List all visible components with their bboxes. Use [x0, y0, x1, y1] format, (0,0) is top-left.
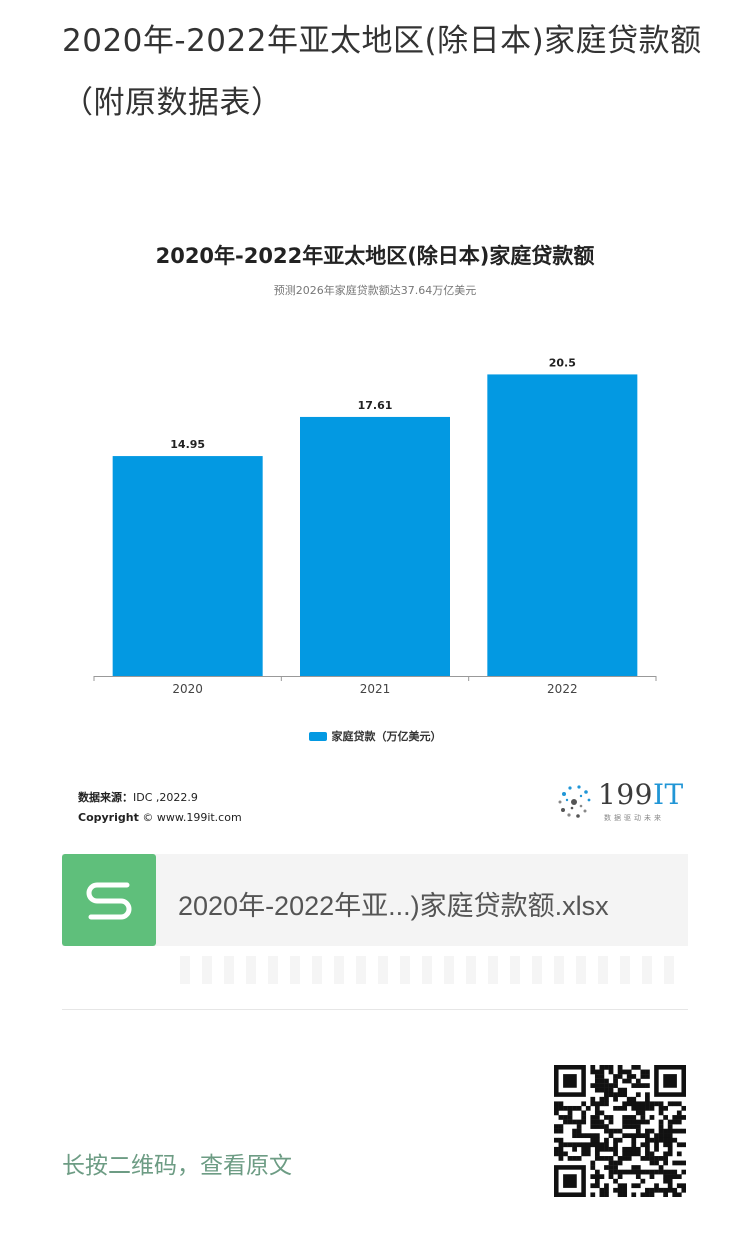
logo-slogan: 数据驱动未来 — [604, 814, 664, 822]
x-tick-label: 2020 — [172, 682, 203, 696]
logo-text-number: 199 — [598, 778, 653, 811]
chart-subtitle: 预测2026年家庭贷款额达37.64万亿美元 — [273, 284, 477, 297]
copyright-value: © www.199it.com — [142, 811, 242, 824]
copyright-label: Copyright — [78, 811, 139, 824]
attachment-card[interactable]: 2020年-2022年亚...)家庭贷款额.xlsx — [62, 854, 688, 946]
bar-value-label: 14.95 — [170, 438, 205, 451]
source-value: IDC ,2022.9 — [133, 791, 198, 804]
chart-title: 2020年-2022年亚太地区(除日本)家庭贷款额 — [155, 244, 595, 268]
bar-value-label: 20.5 — [549, 356, 576, 369]
bar-2021 — [300, 416, 450, 676]
x-tick-label: 2022 — [547, 682, 578, 696]
source-label: 数据来源： — [78, 791, 133, 804]
qr-instruction: 长按二维码，查看原文 — [62, 1153, 292, 1179]
source-block: 数据来源：IDC ,2022.9 Copyright © www.199it.c… — [78, 788, 242, 828]
divider — [62, 1009, 688, 1010]
brand-logo: 199IT 数据驱动未来 — [552, 778, 684, 826]
x-tick-label: 2021 — [360, 682, 391, 696]
attachment-shadow — [180, 956, 680, 984]
logo-text-it: IT — [652, 778, 684, 811]
bar-chart: 14.95 2020 17.61 2021 20.5 2022 — [93, 356, 657, 696]
chart-image: 2020年-2022年亚太地区(除日本)家庭贷款额 预测2026年家庭贷款额达3… — [62, 200, 688, 845]
attachment-filename[interactable]: 2020年-2022年亚...)家庭贷款额.xlsx — [178, 891, 609, 921]
qr-code-icon[interactable] — [554, 1065, 686, 1197]
chart-legend: 家庭贷款（万亿美元） — [62, 728, 688, 744]
legend-label: 家庭贷款（万亿美元） — [331, 730, 442, 743]
article-title: 2020年-2022年亚太地区(除日本)家庭贷款额（附原数据表） — [62, 23, 702, 121]
spreadsheet-s-icon — [62, 854, 156, 946]
legend-swatch — [308, 731, 327, 741]
bar-2020 — [112, 456, 263, 676]
bar-value-label: 17.61 — [358, 399, 393, 412]
bar-2022 — [487, 374, 638, 676]
dandelion-dots-icon — [558, 785, 591, 818]
